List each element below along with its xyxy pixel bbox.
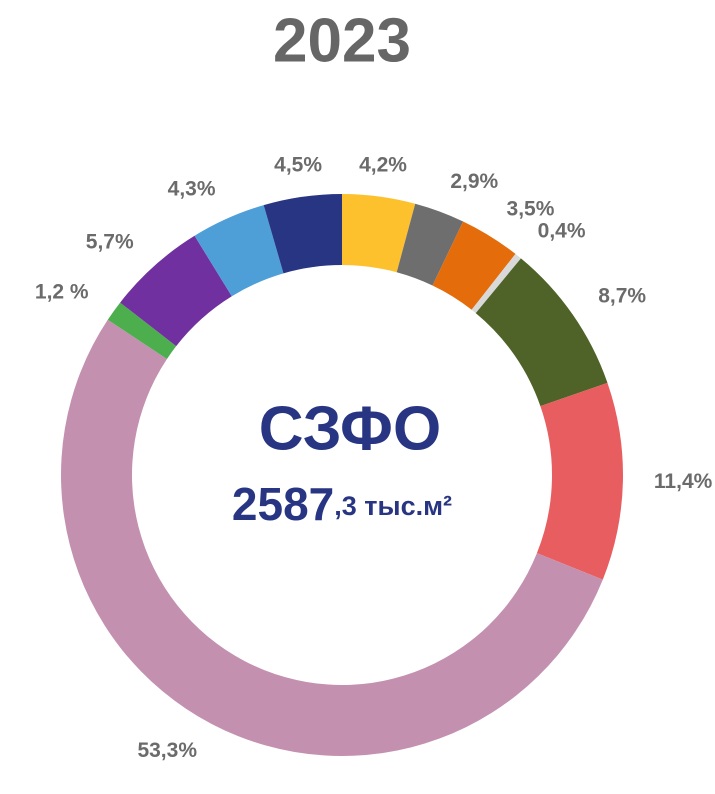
value-label: 4,3% — [168, 177, 216, 200]
total-main: 2587 — [232, 478, 334, 530]
segment — [342, 194, 416, 273]
chart-title: 2023 — [273, 6, 411, 75]
segment — [471, 253, 521, 314]
segment — [107, 302, 177, 359]
segment — [120, 235, 232, 347]
center-label: СЗФО — [259, 394, 441, 463]
value-label: 3,5% — [507, 197, 555, 220]
value-label: 53,3% — [137, 739, 197, 762]
total: 2587,3 тыс.м² — [232, 478, 452, 530]
segment — [60, 319, 603, 757]
segment — [475, 258, 608, 407]
segment — [194, 205, 284, 297]
segment — [396, 203, 464, 286]
value-label: 0,4% — [538, 220, 586, 243]
value-label: 5,7% — [86, 230, 134, 253]
total-unit: ,3 тыс.м² — [334, 491, 452, 521]
value-label: 2,9% — [450, 170, 498, 193]
value-label: 8,7% — [598, 285, 646, 308]
value-label: 4,5% — [274, 154, 322, 177]
value-label: 1,2 % — [35, 281, 89, 304]
value-label: 11,4% — [654, 470, 713, 493]
value-label: 4,2% — [359, 153, 407, 176]
segment — [536, 382, 623, 580]
segment — [263, 194, 342, 274]
segment — [432, 221, 516, 310]
